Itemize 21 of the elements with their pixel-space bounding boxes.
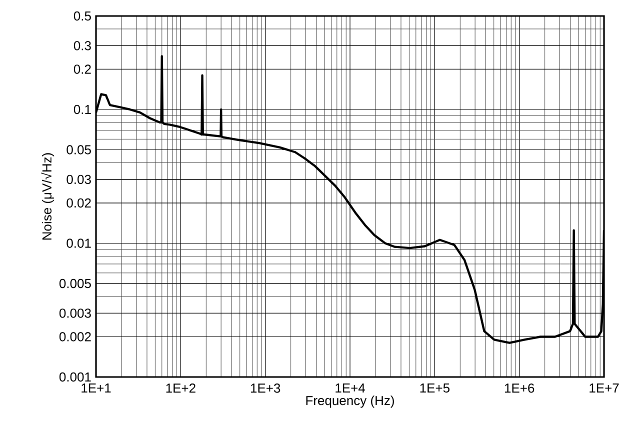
x-tick-label: 1E+5 xyxy=(420,384,450,393)
x-tick-label: 1E+4 xyxy=(336,384,365,392)
y-tick-label: 0.3 xyxy=(74,41,91,50)
x-tick-label: 1E+3 xyxy=(250,384,280,393)
y-tick-label: 0.002 xyxy=(59,332,91,342)
y-tick-label: 0.01 xyxy=(66,238,91,248)
y-tick-label: 0.03 xyxy=(66,174,91,184)
x-tick-label: 1E+1 xyxy=(82,384,111,392)
x-tick-label: 1E+7 xyxy=(590,384,619,392)
y-tick-label: 0.005 xyxy=(59,278,91,288)
y-tick-label: 0.003 xyxy=(59,308,91,318)
x-tick-label: 1E+2 xyxy=(166,384,196,393)
y-tick-label: 0.2 xyxy=(74,64,91,74)
y-tick-label: 0.05 xyxy=(66,145,91,154)
y-tick-label: 0.5 xyxy=(74,11,91,21)
y-tick-label: 0.1 xyxy=(74,104,91,114)
y-tick-label: 0.001 xyxy=(59,372,91,382)
x-tick-label: 1E+6 xyxy=(504,384,534,393)
y-axis-title: Noise (μV/√Hz) xyxy=(41,153,54,240)
x-axis-title: Frequency (Hz) xyxy=(306,396,394,408)
y-tick-label: 0.02 xyxy=(66,198,91,208)
